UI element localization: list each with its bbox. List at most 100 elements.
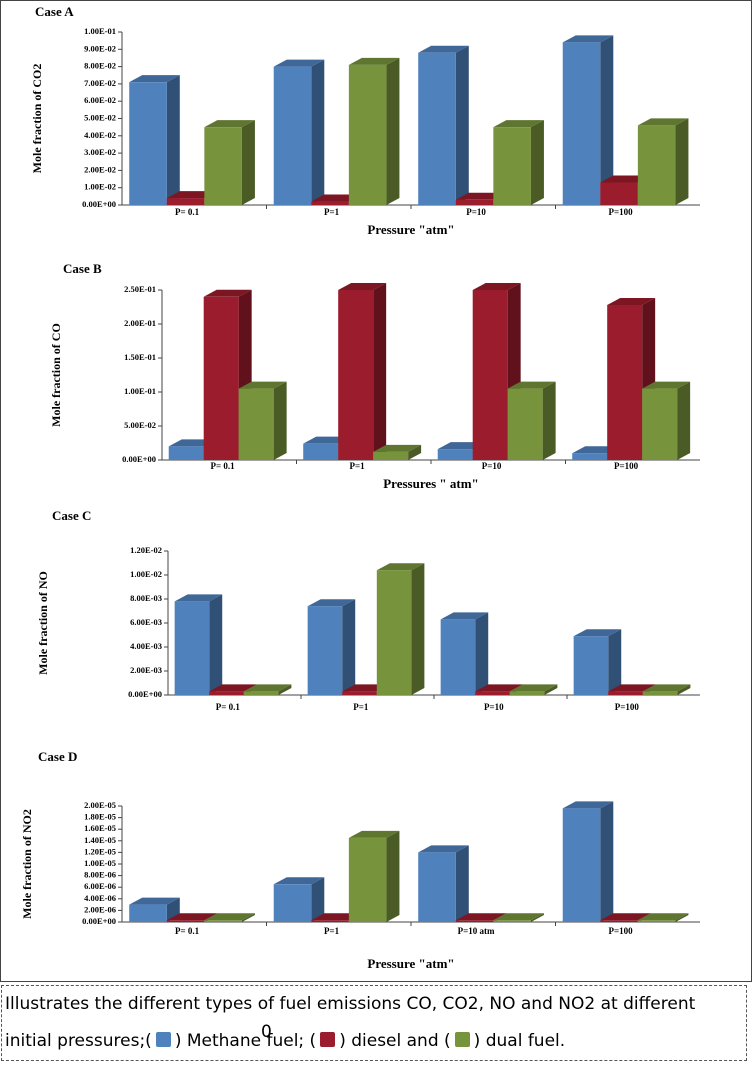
bar	[607, 304, 643, 460]
y-tick-label: 3.00E-02	[84, 147, 116, 157]
bar	[166, 198, 205, 205]
bar	[204, 920, 242, 922]
bar	[562, 808, 601, 922]
bar-top	[209, 684, 257, 692]
bar-top	[637, 913, 689, 921]
bar	[608, 691, 643, 695]
bar-side	[542, 381, 556, 460]
bar	[203, 296, 239, 460]
x-tick-label: P=10	[482, 461, 502, 471]
bar	[174, 601, 210, 695]
bar	[209, 691, 244, 695]
bar-top	[642, 684, 691, 692]
caption: Illustrates the different types of fuel …	[1, 985, 747, 1061]
bar-side	[677, 684, 691, 695]
bar	[637, 920, 676, 922]
y-tick-label: 1.50E-01	[124, 352, 156, 362]
bar-top	[573, 629, 622, 637]
y-tick-label: 2.00E-01	[124, 318, 156, 328]
bar	[472, 290, 508, 460]
x-tick-label: P=10 atm	[458, 926, 495, 936]
caption-text: ) diesel and (	[339, 1031, 451, 1051]
bar	[600, 182, 638, 205]
bar	[348, 837, 387, 922]
y-tick-label: 6.00E-03	[130, 617, 162, 627]
y-tick-label: 1.00E-02	[84, 182, 116, 192]
bar-top	[238, 381, 287, 389]
bar-top	[418, 45, 469, 53]
bar	[437, 449, 473, 460]
y-tick-label: 5.00E-02	[84, 112, 116, 122]
x-tick-label: P= 0.1	[175, 207, 200, 217]
bar-top	[166, 913, 218, 921]
bar	[129, 904, 167, 922]
y-tick-label: 4.00E-06	[84, 893, 116, 903]
y-tick-label: 0.00E+00	[82, 916, 116, 926]
bar-side	[530, 120, 544, 205]
bar	[455, 199, 494, 205]
bar-top	[348, 57, 400, 65]
bar	[129, 82, 167, 205]
bar-top	[475, 684, 523, 692]
bar	[342, 691, 377, 695]
bar-top	[493, 120, 544, 128]
bar-top	[607, 297, 656, 305]
bar	[168, 446, 204, 460]
bar-side	[311, 877, 325, 922]
y-tick-label: 6.00E-02	[84, 95, 116, 105]
y-tick-label: 1.00E-05	[84, 858, 116, 868]
x-tick-label: P=100	[614, 461, 639, 471]
x-axis-label: Pressure "atm"	[367, 956, 454, 971]
y-tick-label: 1.00E-01	[124, 386, 156, 396]
bar-side	[373, 283, 387, 460]
bar-top	[507, 381, 556, 389]
y-tick-label: 2.00E-03	[130, 665, 162, 675]
bar-side	[675, 913, 689, 922]
bar	[562, 42, 601, 205]
y-tick-label: 8.00E-03	[130, 593, 162, 603]
x-tick-label: P=1	[353, 702, 369, 712]
bar	[376, 570, 412, 695]
bar-side	[411, 563, 425, 695]
bar-side	[241, 120, 255, 205]
y-tick-label: 4.00E-03	[130, 641, 162, 651]
y-tick-label: 2.00E-05	[84, 800, 116, 810]
bar-side	[600, 801, 614, 922]
bar	[600, 920, 638, 922]
bar-side	[273, 381, 287, 460]
x-tick-label: P= 0.1	[175, 926, 200, 936]
bar-side	[600, 35, 614, 205]
bar-side	[342, 599, 356, 695]
x-axis-label: Pressures " atm"	[383, 476, 479, 491]
y-tick-label: 0.00E+00	[82, 199, 116, 209]
bar-side	[386, 57, 400, 206]
y-tick-label: 1.60E-05	[84, 823, 116, 833]
y-tick-label: 1.20E-02	[130, 545, 162, 555]
bar	[348, 64, 387, 206]
bar-top	[562, 35, 614, 43]
bar	[307, 606, 343, 695]
bar	[204, 127, 242, 205]
bar-top	[373, 444, 422, 452]
bar-top	[455, 913, 507, 921]
caption-text: ) Methane fuel; (	[174, 1031, 317, 1051]
y-axis-label: Mole fraction of NO2	[20, 809, 34, 919]
x-axis-label: Pressure "atm"	[367, 222, 454, 237]
y-tick-label: 9.00E-02	[84, 43, 116, 53]
caption-text: Illustrates the different types of fuel …	[5, 994, 696, 1051]
y-tick-label: 0.00E+00	[122, 454, 156, 464]
legend-swatch	[454, 1032, 470, 1047]
bar	[475, 691, 510, 695]
x-tick-label: P=100	[615, 702, 640, 712]
bar	[642, 691, 678, 695]
x-tick-label: P=1	[324, 207, 340, 217]
bar-side	[544, 684, 558, 695]
bar-side	[455, 845, 469, 922]
bar-top	[273, 59, 325, 67]
bar	[418, 52, 456, 206]
chart-title: Case A	[35, 4, 74, 19]
x-tick-label: P= 0.1	[210, 461, 235, 471]
bar-side	[677, 381, 691, 460]
bar	[509, 691, 545, 695]
x-tick-label: P=100	[608, 926, 633, 936]
